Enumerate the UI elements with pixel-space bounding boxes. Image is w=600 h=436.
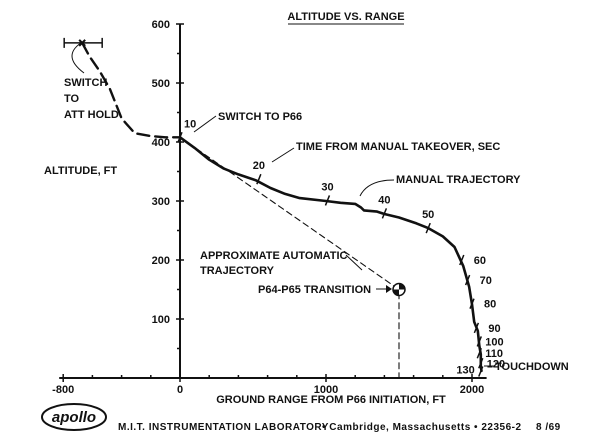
annotation-p64-p65: P64-P65 TRANSITION — [258, 284, 371, 296]
footer-lab: M.I.T. INSTRUMENTATION LABORATORY — [118, 422, 329, 433]
transition-quadrant-2 — [393, 289, 399, 296]
time-mark-label: 130 — [456, 365, 474, 377]
time-mark-label: 20 — [253, 160, 265, 172]
series-line-1 — [179, 136, 400, 379]
time-mark-label: 10 — [184, 118, 196, 130]
apollo-logo-ring — [41, 403, 107, 431]
time-mark-tick — [476, 336, 482, 347]
time-mark-tick — [425, 222, 431, 234]
annotations: SWITCH TO ATT HOLD SWITCH TO P66 TIME FR… — [64, 40, 569, 373]
apollo-logo-text: apollo — [52, 409, 96, 426]
att-hold-leader — [71, 40, 85, 74]
x-tick-label: 1000 — [314, 384, 338, 396]
series-line-2 — [81, 41, 182, 139]
transition-quadrant-1 — [399, 283, 405, 290]
x-tick-label: 2000 — [460, 384, 484, 396]
time-mark-label: 110 — [485, 348, 503, 360]
time-mark-label: 100 — [485, 336, 503, 348]
time-mark-label: 70 — [480, 275, 492, 287]
annotation-manual-trajectory: MANUAL TRAJECTORY — [396, 174, 521, 186]
annotation-switch-p66: SWITCH TO P66 — [218, 111, 302, 123]
start-point-marker — [63, 37, 103, 48]
footer: apollo M.I.T. INSTRUMENTATION LABORATORY… — [41, 403, 561, 433]
y-tick-label: 300 — [152, 196, 170, 208]
tick-labels: -800 0 1000 2000 100 200 300 400 500 600 — [52, 19, 484, 396]
annotation-automatic-line2: TRAJECTORY — [200, 265, 275, 277]
time-mark-label: 90 — [488, 323, 500, 335]
time-mark-tick — [256, 173, 262, 185]
chart-title: ALTITUDE VS. RANGE — [287, 11, 404, 23]
tick-marks — [62, 23, 473, 382]
annotation-touchdown: TOUCHDOWN — [495, 361, 569, 373]
transition-point-marker — [392, 282, 406, 297]
series-layer — [81, 41, 483, 379]
footer-location: • Cambridge, Massachusetts • 22356-2 — [322, 422, 522, 433]
time-mark-tick — [473, 322, 480, 334]
time-mark-label: 120 — [487, 358, 505, 370]
time-mark-tick — [476, 347, 482, 359]
x-tick-label: 0 — [177, 384, 183, 396]
axes — [59, 24, 487, 379]
annotation-att-hold-line3: ATT HOLD — [64, 109, 119, 121]
y-tick-label: 100 — [152, 314, 170, 326]
footer-page: 8 /69 — [536, 422, 561, 433]
annotation-time-label: TIME FROM MANUAL TAKEOVER, SEC — [296, 141, 500, 153]
x-axis-label: GROUND RANGE FROM P66 INITIATION, FT — [216, 394, 446, 406]
y-tick-label: 600 — [152, 19, 170, 31]
time-mark-tick — [478, 357, 484, 369]
time-mark-label: 40 — [378, 194, 390, 206]
time-mark-tick — [459, 254, 465, 266]
time-mark-tick — [177, 132, 183, 143]
y-axis-label: ALTITUDE, FT — [44, 165, 117, 177]
time-mark-tick — [324, 195, 331, 206]
start-marker-x2 — [78, 39, 86, 47]
time-mark-tick — [381, 208, 388, 219]
annotation-att-hold-line1: SWITCH — [64, 77, 107, 89]
series-line-0 — [178, 136, 483, 373]
annotation-automatic-line1: APPROXIMATE AUTOMATIC — [200, 250, 348, 262]
time-mark-tick — [469, 298, 475, 309]
time-mark-label: 30 — [321, 181, 333, 193]
p64-p65-arrowhead — [386, 285, 392, 293]
annotation-att-hold-line2: TO — [64, 93, 80, 105]
manual-trajectory-leader — [359, 179, 395, 197]
automatic-leader — [345, 254, 363, 271]
x-tick-label: -800 — [52, 384, 74, 396]
time-label-leader — [271, 147, 295, 163]
time-mark-label: 60 — [474, 255, 486, 267]
y-tick-label: 500 — [152, 78, 170, 90]
time-mark-label: 80 — [484, 299, 496, 311]
y-tick-label: 200 — [152, 255, 170, 267]
time-mark-label: 50 — [422, 209, 434, 221]
y-tick-label: 400 — [152, 137, 170, 149]
time-mark-tick — [478, 366, 484, 377]
switch-p66-leader — [193, 115, 217, 133]
time-mark-tick — [464, 274, 471, 286]
